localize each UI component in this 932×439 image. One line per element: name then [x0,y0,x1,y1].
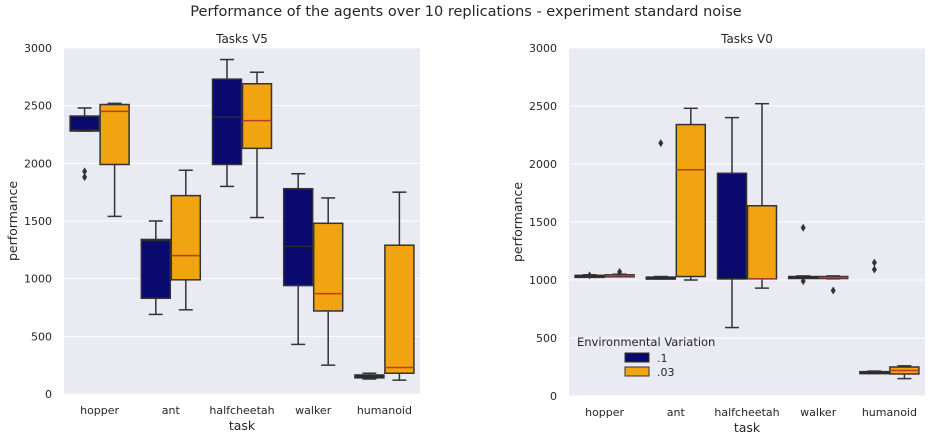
outlier-point [587,271,593,280]
y-tick-label: 500 [536,332,557,345]
outlier-point [800,277,806,286]
outlier-point [871,265,877,274]
box-iqr [170,194,202,281]
y-tick-label: 0 [550,390,557,403]
y-axis-label: performance [510,182,525,262]
box-walker-p1 [787,223,819,286]
y-tick-label: 1500 [24,215,52,228]
box-hopper-p1 [574,271,605,280]
y-tick-label: 0 [45,388,52,401]
x-tick-label: humanoid [862,406,917,419]
y-tick-label: 1000 [529,274,557,287]
x-tick-label: walker [800,406,837,419]
box-iqr [746,205,778,280]
outlier-point [617,267,623,276]
box-halfcheetah-p03 [241,71,273,219]
box-iqr [140,238,172,300]
box-humanoid-p1 [354,372,385,380]
box-iqr [211,78,243,166]
box-hopper-p1 [69,107,100,182]
outlier-point [800,223,806,232]
x-tick-label: humanoid [357,404,412,417]
legend-label: .03 [657,366,675,379]
box-walker-p1 [282,172,314,346]
legend-label: .1 [657,352,668,365]
box-iqr [312,222,344,312]
y-axis-label: performance [5,181,20,261]
legend-swatch [624,352,650,363]
box-iqr [716,172,748,280]
y-tick-label: 2000 [24,157,52,170]
outlier-point [82,173,88,182]
box-ant-p03 [170,169,202,311]
box-ant-p1 [140,220,172,316]
x-tick-label: halfcheetah [209,404,274,417]
x-tick-label: walker [295,404,332,417]
x-tick-label: ant [162,404,181,417]
x-tick-label: hopper [80,404,119,417]
y-tick-label: 2500 [529,100,557,113]
y-tick-label: 1500 [529,216,557,229]
box-iqr [384,244,415,374]
legend: Environmental Variation .1.03 [577,335,715,379]
outlier-point [82,167,88,176]
box-halfcheetah-p1 [211,58,243,188]
y-tick-label: 3000 [24,42,52,55]
box-halfcheetah-p1 [716,116,748,329]
x-axis-label: task [734,420,761,435]
legend-swatch [624,366,650,377]
outlier-point [830,286,836,295]
legend-title: Environmental Variation [577,335,715,349]
box-iqr [282,187,314,287]
box-hopper-p03 [99,102,130,218]
box-halfcheetah-p03 [746,102,778,289]
y-tick-label: 1000 [24,273,52,286]
x-tick-label: ant [667,406,686,419]
x-tick-label: hopper [585,406,624,419]
box-iqr [99,103,130,166]
box-hopper-p03 [604,267,635,278]
y-tick-label: 2000 [529,158,557,171]
box-ant-p03 [675,107,707,281]
outlier-point [871,258,877,267]
box-humanoid-p1 [859,258,890,375]
box-ant-p1 [645,139,677,280]
box-walker-p03 [312,197,344,366]
box-walker-p03 [817,275,849,295]
box-humanoid-p03 [889,365,920,380]
chart-title: Tasks V5 [215,32,268,46]
figure-title: Performance of the agents over 10 replic… [190,4,742,20]
box-iqr [69,115,100,132]
box-iqr [241,83,273,150]
x-axis-label: task [229,418,256,433]
x-tick-label: halfcheetah [714,406,779,419]
y-tick-label: 2500 [24,100,52,113]
y-tick-label: 3000 [529,42,557,55]
boxplot-chart-v0: 0 500 1000 1500 2000 2500 3000 Tasks V0 task perf… [510,32,925,435]
boxplot-chart-v5: 0 500 1000 1500 2000 2500 3000 Tasks V5 task perf… [5,32,420,433]
box-humanoid-p03 [384,191,415,381]
chart-title: Tasks V0 [720,32,773,46]
outlier-point [658,139,664,148]
box-iqr [675,123,707,278]
y-tick-label: 500 [31,330,52,343]
